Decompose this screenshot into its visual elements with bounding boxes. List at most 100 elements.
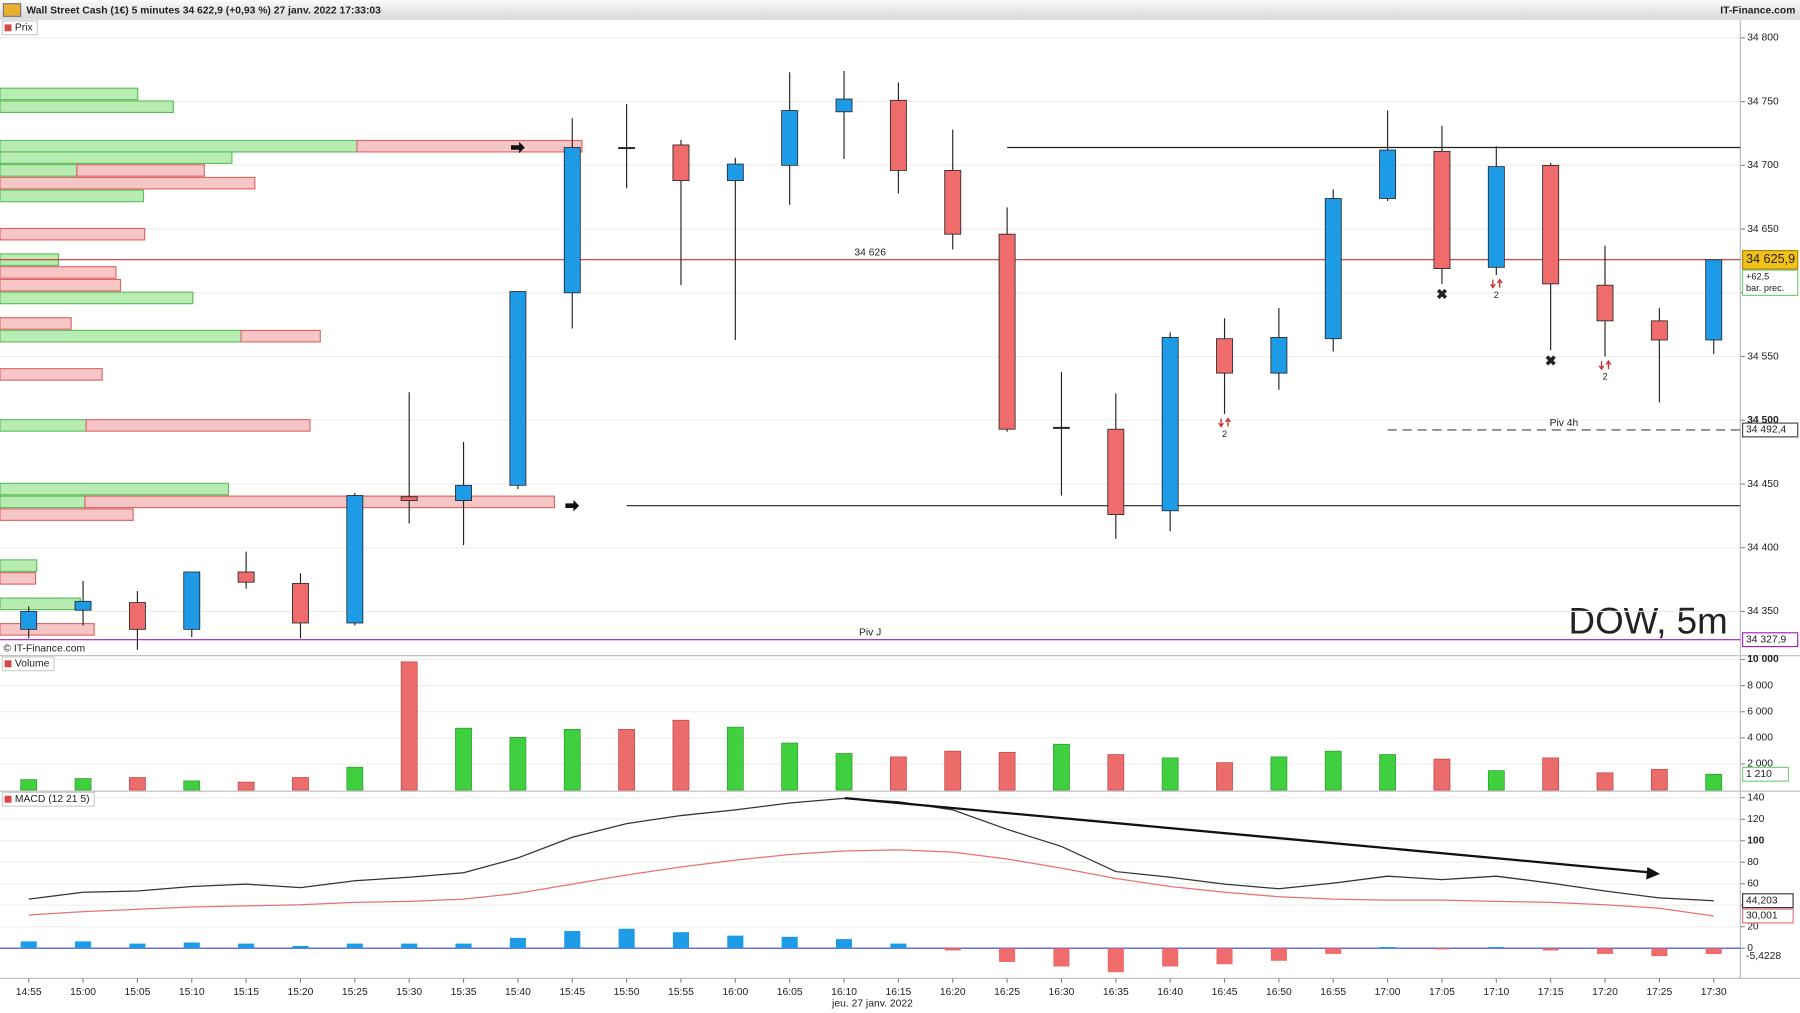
y-tick-label: 34 450 [1747, 479, 1779, 490]
profile-sell [0, 623, 95, 636]
signal-arrows [1218, 417, 1231, 428]
profile-sell [240, 329, 321, 343]
volume-bar [998, 751, 1016, 791]
y-tick-label: 34 700 [1747, 160, 1779, 171]
volume-bar [1433, 758, 1451, 791]
macd-hist-bar [1379, 947, 1396, 949]
candle-body [1650, 320, 1668, 341]
y-tick-label: 20 [1747, 921, 1759, 932]
volume-bar [346, 766, 364, 791]
candle-body [183, 571, 201, 630]
panel-label-icon [4, 660, 12, 668]
last-price-box [1742, 250, 1799, 270]
y-tick-label: 80 [1747, 857, 1759, 868]
panel-label-icon [4, 795, 12, 803]
profile-sell [0, 227, 146, 241]
macd-hist-bar [618, 928, 635, 949]
profile-buy [0, 419, 87, 432]
last-price-label: 34 625,9 [1746, 252, 1795, 266]
x-tick-label: 16:25 [994, 987, 1020, 998]
x-tick-label: 15:20 [288, 987, 314, 998]
x-tick-label: 15:25 [342, 987, 368, 998]
profile-sell [0, 508, 134, 521]
profile-sell [0, 572, 37, 585]
volume-bar [563, 728, 581, 791]
axis-label-box [1742, 422, 1799, 438]
macd-hist-bar [1651, 948, 1668, 957]
profile-buy [0, 495, 86, 509]
candle-body [237, 571, 255, 583]
axis-label-box [1742, 632, 1799, 648]
candle-body [781, 110, 799, 166]
price-line-label: 34 626 [854, 248, 886, 259]
volume-bar [1324, 750, 1342, 791]
macd-last-label: 30,001 [1746, 911, 1778, 922]
x-tick-label: 16:50 [1266, 987, 1292, 998]
macd-hist-bar [944, 948, 961, 951]
volume-bar [890, 756, 907, 791]
y-tick-label: 10 000 [1747, 654, 1779, 665]
macd-hist-bar [346, 943, 363, 949]
x-tick-label: 17:15 [1538, 987, 1564, 998]
macd-hist-bar [183, 942, 200, 949]
copyright: © IT-Finance.com [3, 644, 85, 655]
candle-body [1107, 428, 1125, 516]
trend-arrow [844, 796, 1654, 874]
volume-bar [672, 719, 690, 791]
signal-label: 2 [1222, 429, 1227, 439]
y-tick-label: 120 [1747, 814, 1764, 825]
x-tick-label: 15:40 [505, 987, 531, 998]
volume-bar [183, 780, 201, 791]
y-tick-label: 140 [1747, 792, 1764, 803]
header-title: Wall Street Cash (1€) 5 minutes 34 622,9… [26, 5, 381, 16]
macd-hist-bar [781, 936, 798, 949]
volume-bar [1107, 754, 1125, 791]
y-tick-label: 2 000 [1747, 759, 1773, 770]
x-tick-label: 15:55 [668, 987, 694, 998]
volume-last-box [1742, 766, 1790, 782]
macd-hist-bar [1705, 948, 1722, 955]
candle-body [400, 496, 418, 501]
volume-bar [20, 779, 38, 791]
y-tick-label: 6 000 [1747, 706, 1773, 717]
panel-label: MACD (12 21 5) [15, 794, 90, 805]
change-note: bar. prec. [1746, 283, 1784, 293]
macd-hist-bar [1162, 948, 1179, 967]
macd-hist-bar [238, 943, 255, 949]
signal-arrows [1598, 359, 1612, 371]
volume-bar [1161, 757, 1179, 791]
price-line-label: Piv J [859, 628, 881, 639]
profile-buy [0, 597, 81, 611]
candle-body [20, 611, 38, 630]
profile-buy [0, 329, 242, 343]
panel-label-icon [4, 24, 12, 32]
trend-arrow-head [1646, 866, 1660, 880]
cross-marker: ✖ [1545, 353, 1557, 368]
x-tick-label: 16:45 [1212, 987, 1238, 998]
macd-hist-bar [672, 932, 690, 949]
candle-body [1270, 337, 1288, 374]
change-label: +62,5 [1746, 271, 1769, 281]
change-box [1742, 269, 1799, 296]
candle-body [346, 495, 364, 624]
macd-hist-bar [509, 937, 526, 949]
macd-hist-bar [727, 935, 744, 949]
macd-hist-bar [1216, 948, 1233, 965]
profile-sell [0, 266, 117, 279]
candle-body [835, 98, 853, 113]
panel-label-box [1, 791, 95, 807]
x-tick-label: 16:05 [777, 987, 803, 998]
panel-label: Volume [15, 659, 50, 670]
volume-bar [455, 727, 472, 791]
profile-sell [0, 278, 122, 292]
x-tick-label: 15:05 [124, 987, 150, 998]
macd-hist-bar [1270, 948, 1287, 961]
x-tick-label: 15:35 [451, 987, 477, 998]
profile-sell [84, 495, 556, 509]
y-tick-label: 34 800 [1747, 33, 1779, 44]
volume-bar [509, 736, 527, 791]
volume-bar [944, 750, 962, 791]
x-tick-label: 17:20 [1592, 987, 1618, 998]
x-tick-label: 16:40 [1157, 987, 1183, 998]
candle-body [1705, 259, 1723, 341]
